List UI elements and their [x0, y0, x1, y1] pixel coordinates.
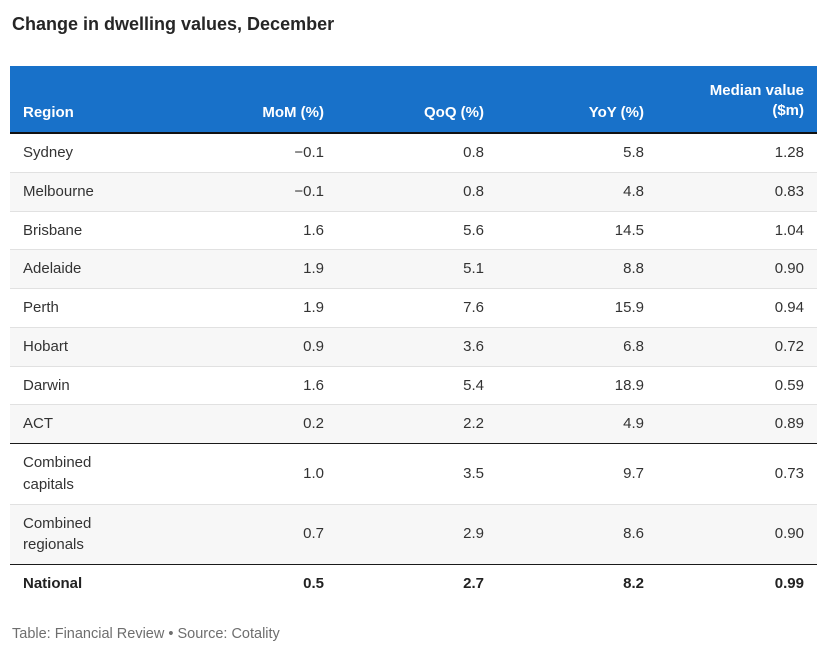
attribution-footer: Table: Financial Review • Source: Cotali…: [12, 625, 280, 642]
cell-median: 0.59: [774, 376, 804, 394]
cell-median: 1.28: [774, 144, 804, 161]
table-row: Darwin 1.6 5.4 18.9 0.59: [10, 366, 817, 405]
cell-yoy: 9.7: [623, 464, 644, 482]
cell-yoy: 8.6: [623, 525, 644, 543]
page-title: Change in dwelling values, December: [12, 14, 335, 34]
cell-mom: 0.9: [303, 337, 324, 355]
column-header-yoy: YoY (%): [497, 66, 657, 134]
cell-mom: −0.1: [294, 182, 324, 200]
cell-median: 0.72: [774, 337, 804, 355]
cell-region: Brisbane: [23, 221, 83, 239]
cell-region: Hobart: [23, 337, 69, 355]
table-row: Combined regionals 0.7 2.9 8.6 0.90: [10, 504, 817, 565]
cell-mom: −0.1: [294, 144, 324, 161]
cell-qoq: 7.6: [463, 299, 484, 316]
cell-yoy: 4.8: [623, 182, 644, 200]
cell-mom: 0.5: [303, 575, 324, 592]
table-row: Hobart 0.9 3.6 6.8 0.72: [10, 327, 817, 366]
cell-region: Melbourne: [23, 182, 94, 200]
dwelling-values-table: Region MoM (%) QoQ (%) YoY (%) Median va…: [10, 66, 817, 603]
cell-yoy: 8.2: [623, 575, 644, 592]
cell-region: Adelaide: [23, 260, 82, 278]
cell-mom: 0.2: [303, 415, 324, 433]
cell-yoy: 8.8: [623, 260, 644, 278]
cell-median: 0.90: [774, 525, 804, 543]
cell-region: Darwin: [23, 376, 70, 394]
cell-median: 0.94: [774, 299, 804, 316]
table-header: Region MoM (%) QoQ (%) YoY (%) Median va…: [10, 66, 817, 134]
cell-median: 0.90: [774, 260, 804, 278]
cell-qoq: 2.9: [463, 525, 484, 543]
table-row: Brisbane 1.6 5.6 14.5 1.04: [10, 211, 817, 250]
cell-median: 0.83: [774, 182, 804, 200]
cell-mom: 1.9: [303, 260, 324, 278]
table-row: Perth 1.9 7.6 15.9 0.94: [10, 288, 817, 328]
table-row: Combined capitals 1.0 3.5 9.7 0.73: [10, 443, 817, 504]
column-header-mom: MoM (%): [177, 66, 337, 134]
cell-yoy: 5.8: [623, 144, 644, 161]
cell-median: 0.89: [774, 415, 804, 433]
cell-mom: 0.7: [303, 525, 324, 543]
cell-qoq: 2.7: [463, 575, 484, 592]
cell-mom: 1.0: [303, 464, 324, 482]
table-body: Sydney −0.1 0.8 5.8 1.28 Melbourne −0.1 …: [10, 133, 817, 603]
cell-mom: 1.6: [303, 221, 324, 239]
cell-mom: 1.9: [303, 299, 324, 316]
cell-qoq: 0.8: [463, 182, 484, 200]
cell-region: Combined capitals: [23, 454, 92, 493]
cell-yoy: 6.8: [623, 337, 644, 355]
cell-median: 0.99: [774, 575, 804, 592]
column-header-median-value: Median value ($m): [657, 66, 817, 134]
table-row: Melbourne −0.1 0.8 4.8 0.83: [10, 172, 817, 211]
table-row: Adelaide 1.9 5.1 8.8 0.90: [10, 249, 817, 289]
cell-region: ACT: [23, 415, 53, 433]
cell-qoq: 2.2: [463, 415, 484, 433]
cell-yoy: 14.5: [614, 221, 644, 239]
column-header-region: Region: [10, 66, 177, 134]
header-row: Region MoM (%) QoQ (%) YoY (%) Median va…: [10, 66, 817, 134]
cell-region: Sydney: [23, 144, 74, 161]
cell-median: 0.73: [774, 464, 804, 482]
cell-mom: 1.6: [303, 376, 324, 394]
cell-qoq: 0.8: [463, 144, 484, 161]
cell-qoq: 3.5: [463, 464, 484, 482]
column-header-qoq: QoQ (%): [337, 66, 497, 134]
cell-qoq: 5.1: [463, 260, 484, 278]
cell-region: Combined regionals: [23, 514, 92, 554]
cell-qoq: 5.4: [463, 376, 484, 394]
cell-region: National: [23, 575, 83, 592]
cell-yoy: 4.9: [623, 415, 644, 433]
cell-median: 1.04: [774, 221, 804, 239]
cell-yoy: 15.9: [614, 299, 644, 316]
cell-region: Perth: [23, 299, 59, 316]
table-row: Sydney −0.1 0.8 5.8 1.28: [10, 133, 817, 173]
table-row: ACT 0.2 2.2 4.9 0.89: [10, 404, 817, 444]
cell-yoy: 18.9: [614, 376, 644, 394]
cell-qoq: 3.6: [463, 337, 484, 355]
cell-qoq: 5.6: [463, 221, 484, 239]
table-row: National 0.5 2.7 8.2 0.99: [10, 564, 817, 603]
